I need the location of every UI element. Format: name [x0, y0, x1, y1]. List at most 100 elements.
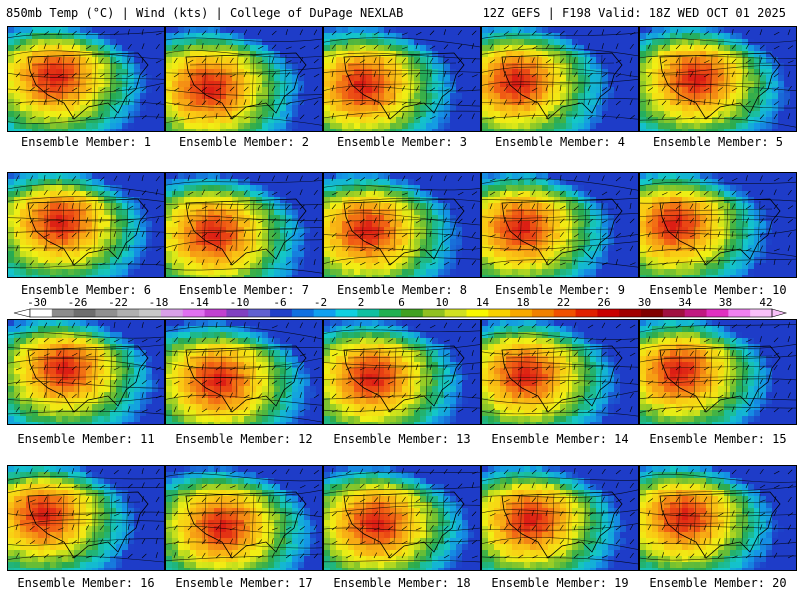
ensemble-member-map [165, 26, 323, 132]
colorbar-tick-label: -6 [273, 297, 286, 309]
ensemble-member-label: Ensemble Member: 7 [178, 283, 310, 297]
ensemble-member-map [7, 172, 165, 278]
ensemble-member-label: Ensemble Member: 16 [17, 576, 155, 590]
colorbar-tick-label: 18 [516, 297, 529, 309]
map-title: 850mb Temp (°C) | Wind (kts) | College o… [6, 6, 404, 20]
ensemble-member-map [323, 319, 481, 425]
ensemble-member-map [481, 319, 639, 425]
colorbar-swatch [291, 309, 315, 317]
temperature-map [8, 320, 164, 424]
colorbar-swatch [531, 309, 555, 317]
colorbar-swatch [357, 309, 380, 317]
temperature-map [8, 27, 164, 131]
ensemble-member-label: Ensemble Member: 19 [491, 576, 629, 590]
colorbar-tick-label: -10 [230, 297, 250, 309]
colorbar-swatch [510, 309, 533, 317]
temperature-map [482, 466, 638, 570]
temperature-map [166, 466, 322, 570]
model-run-info: 12Z GEFS | F198 Valid: 18Z WED OCT 01 20… [482, 6, 786, 20]
colorbar-swatch [379, 309, 402, 317]
temperature-colorbar: -30 -26 -22 -18 -14 -10 -6 -2 2 6 10 14 18 22 26 30 34 38… [0, 297, 800, 319]
colorbar-swatch [204, 309, 227, 317]
ensemble-member-map [639, 319, 797, 425]
ensemble-member-map [7, 465, 165, 571]
ensemble-member-label: Ensemble Member: 1 [20, 135, 152, 149]
colorbar-swatch [641, 309, 664, 317]
colorbar-swatch [117, 309, 140, 317]
temperature-map [482, 173, 638, 277]
ensemble-member-map [323, 26, 481, 132]
colorbar-swatch [95, 309, 118, 317]
ensemble-member-label: Ensemble Member: 13 [333, 432, 471, 446]
colorbar-tick-label: 10 [435, 297, 448, 309]
temperature-map [166, 27, 322, 131]
ensemble-member-map [639, 465, 797, 571]
ensemble-member-label: Ensemble Member: 14 [491, 432, 629, 446]
temperature-map [324, 320, 480, 424]
ensemble-member-label: Ensemble Member: 12 [175, 432, 313, 446]
colorbar-tick-label: 26 [597, 297, 610, 309]
colorbar-swatch [73, 309, 96, 317]
ensemble-member-map [165, 172, 323, 278]
colorbar-swatch [270, 309, 293, 317]
ensemble-member-map [481, 172, 639, 278]
colorbar-swatch [597, 309, 620, 317]
colorbar-tick-label: -2 [314, 297, 327, 309]
temperature-map [482, 320, 638, 424]
ensemble-member-label: Ensemble Member: 9 [494, 283, 626, 297]
temperature-map [8, 466, 164, 570]
ensemble-member-map [165, 465, 323, 571]
colorbar-swatch [313, 309, 337, 317]
ensemble-member-label: Ensemble Member: 11 [17, 432, 155, 446]
colorbar-swatch [662, 309, 686, 317]
ensemble-member-map [165, 319, 323, 425]
temperature-map [166, 320, 322, 424]
ensemble-member-map [481, 465, 639, 571]
colorbar-swatch [706, 309, 729, 317]
colorbar-swatch [182, 309, 206, 317]
temperature-map [640, 27, 796, 131]
ensemble-member-label: Ensemble Member: 20 [649, 576, 787, 590]
colorbar-swatch [575, 309, 598, 317]
ensemble-member-map [323, 172, 481, 278]
colorbar-tick-label: 38 [719, 297, 732, 309]
colorbar-tick-label: -26 [68, 297, 88, 309]
ensemble-member-map [639, 172, 797, 278]
ensemble-member-map [323, 465, 481, 571]
ensemble-member-label: Ensemble Member: 3 [336, 135, 468, 149]
colorbar-tick-label: 14 [476, 297, 490, 309]
ensemble-member-label: Ensemble Member: 5 [652, 135, 784, 149]
colorbar-swatch [488, 309, 511, 317]
ensemble-member-label: Ensemble Member: 18 [333, 576, 471, 590]
temperature-map [640, 173, 796, 277]
colorbar-tick-label: -14 [189, 297, 209, 309]
colorbar-tick-label: 34 [678, 297, 692, 309]
colorbar-swatch [728, 309, 751, 317]
colorbar-swatch [51, 309, 75, 317]
colorbar-swatch [226, 309, 249, 317]
temperature-map [640, 320, 796, 424]
colorbar-tick-label: 42 [759, 297, 772, 309]
temperature-map [324, 466, 480, 570]
colorbar-tick-label: 22 [557, 297, 570, 309]
colorbar-swatch [444, 309, 467, 317]
ensemble-member-label: Ensemble Member: 2 [178, 135, 310, 149]
colorbar-swatch [422, 309, 446, 317]
colorbar-tick-label: 6 [398, 297, 405, 309]
colorbar-swatch [160, 309, 184, 317]
temperature-map [324, 173, 480, 277]
colorbar-swatch [750, 309, 773, 317]
colorbar-swatch [30, 309, 53, 317]
colorbar-swatch [553, 309, 577, 317]
ensemble-member-map [7, 26, 165, 132]
colorbar-swatch [466, 309, 489, 317]
ensemble-member-label: Ensemble Member: 15 [649, 432, 787, 446]
ensemble-member-map [639, 26, 797, 132]
ensemble-member-label: Ensemble Member: 10 [649, 283, 787, 297]
colorbar-swatch [139, 309, 162, 317]
colorbar-tick-label: -22 [108, 297, 128, 309]
ensemble-member-map [7, 319, 165, 425]
ensemble-member-label: Ensemble Member: 17 [175, 576, 313, 590]
colorbar-tick-label: 30 [638, 297, 651, 309]
ensemble-member-map [481, 26, 639, 132]
